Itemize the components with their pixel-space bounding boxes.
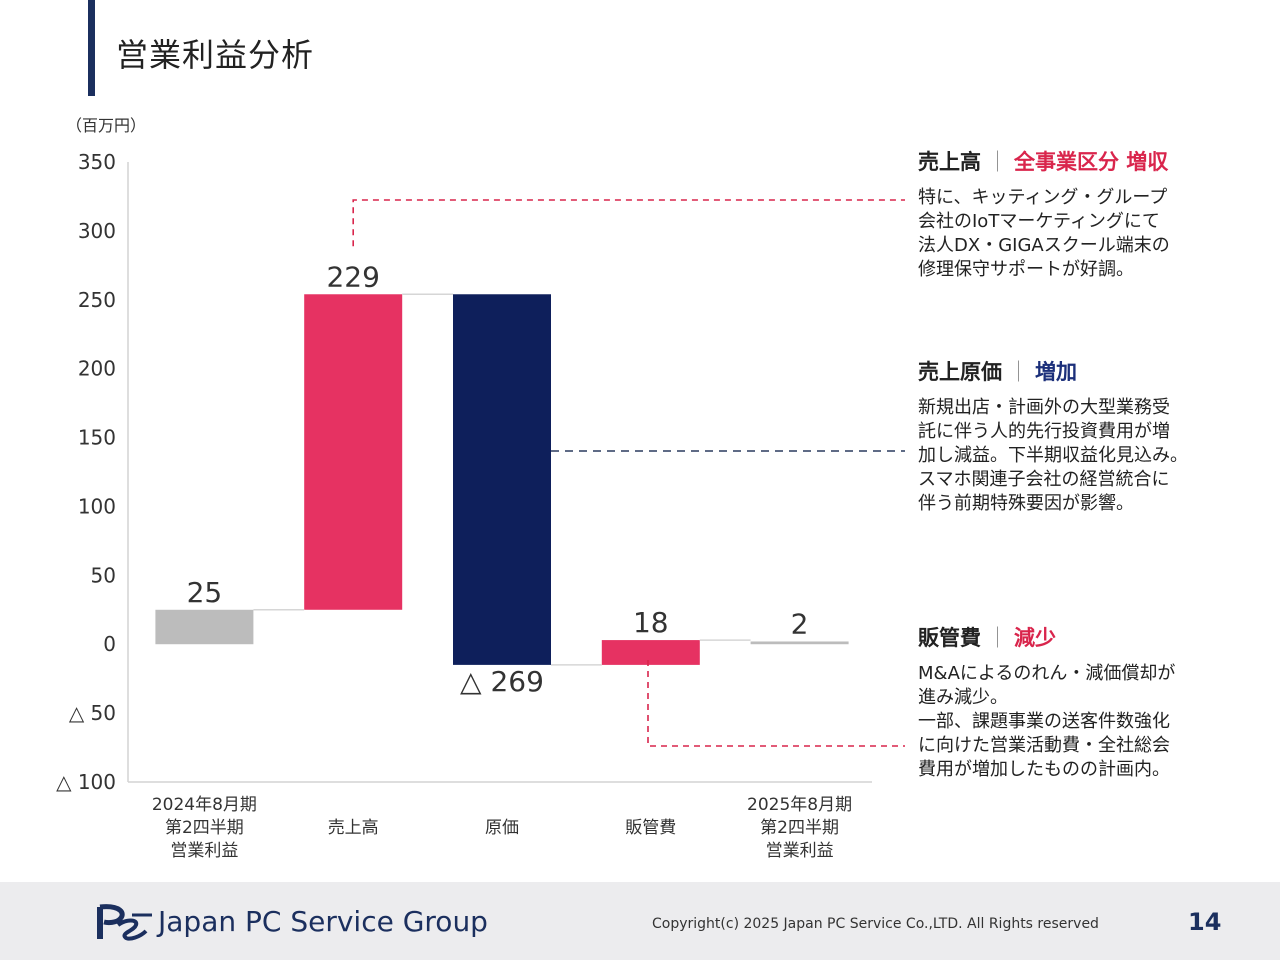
y-tick-label: 350 <box>78 150 116 174</box>
bar-2 <box>453 294 551 665</box>
annotation-sga-title: 販管費 <box>918 626 981 650</box>
y-tick-label: 150 <box>78 426 116 450</box>
page-number: 14 <box>1188 908 1222 936</box>
y-axis-unit-label: （百万円） <box>66 116 146 135</box>
data-label-3: 18 <box>633 606 669 639</box>
x-tick-label-1: 売上高 <box>328 818 379 838</box>
annotation-sales-body: 特に、キッティング・グループ 会社のIoTマーケティングにて 法人DX・GIGA… <box>918 187 1170 280</box>
company-name: Japan PC Service Group <box>158 905 488 938</box>
footer <box>0 882 1280 960</box>
leader-line-sga <box>647 660 905 747</box>
x-tick-label-0: 2024年8月期第2四半期営業利益 <box>152 795 257 861</box>
y-tick-label: 50 <box>91 563 116 587</box>
copyright: Copyright(c) 2025 Japan PC Service Co.,L… <box>652 916 1099 932</box>
leader-line-sales <box>352 199 905 247</box>
annotation-cost-body: 新規出店・計画外の大型業務受 託に伴う人的先行投資費用が増 加し減益。下半期収益… <box>918 397 1188 514</box>
annotation-sga: 販管費｜減少 M&Aによるのれん・減価償却が 進み減少。 一部、課題事業の送客件… <box>918 622 1248 782</box>
data-label-2: △ 269 <box>460 665 544 698</box>
y-tick-label: △ 50 <box>69 701 116 725</box>
y-tick-label: 0 <box>103 632 116 656</box>
annotation-cost-title: 売上原価 <box>918 360 1002 384</box>
annotation-separator: ｜ <box>1008 360 1029 384</box>
company-logo-icon <box>97 904 152 941</box>
annotation-sales: 売上高｜全事業区分 増収 特に、キッティング・グループ 会社のIoTマーケティン… <box>918 146 1248 282</box>
annotation-cost-head: 売上原価｜増加 <box>918 356 1248 386</box>
annotation-sales-title: 売上高 <box>918 150 981 174</box>
bar-0 <box>155 609 254 645</box>
annotation-cost: 売上原価｜増加 新規出店・計画外の大型業務受 託に伴う人的先行投資費用が増 加し… <box>918 356 1248 516</box>
y-tick-label: 100 <box>78 494 116 518</box>
annotation-separator: ｜ <box>987 626 1008 650</box>
x-tick-label-3: 販管費 <box>625 818 676 838</box>
data-label-4: 2 <box>791 607 809 640</box>
y-tick-label: 300 <box>78 219 116 243</box>
x-tick-label-4: 2025年8月期第2四半期営業利益 <box>747 795 852 861</box>
annotation-sales-head: 売上高｜全事業区分 増収 <box>918 146 1248 176</box>
bar-1 <box>304 294 403 610</box>
bar-4 <box>750 641 849 645</box>
bar-3 <box>601 640 700 665</box>
annotation-sales-highlight: 全事業区分 増収 <box>1014 150 1169 174</box>
title-accent-bar <box>88 0 95 96</box>
waterfall-chart: （百万円） 350 300 250 200 150 100 50 0 △ 50 △ 100 25 229… <box>56 116 905 861</box>
y-tick-label: △ 100 <box>56 770 116 794</box>
data-label-0: 25 <box>187 576 223 609</box>
annotation-sga-head: 販管費｜減少 <box>918 622 1248 652</box>
data-label-1: 229 <box>326 260 379 293</box>
annotation-separator: ｜ <box>987 150 1008 174</box>
page-title: 営業利益分析 <box>116 36 315 74</box>
annotation-cost-highlight: 増加 <box>1035 360 1077 384</box>
annotation-sga-body: M&Aによるのれん・減価償却が 進み減少。 一部、課題事業の送客件数強化 に向け… <box>918 663 1176 780</box>
annotation-sga-highlight: 減少 <box>1014 626 1056 650</box>
x-tick-label-2: 原価 <box>485 818 519 838</box>
y-tick-label: 250 <box>78 288 116 312</box>
y-tick-label: 200 <box>78 357 116 381</box>
